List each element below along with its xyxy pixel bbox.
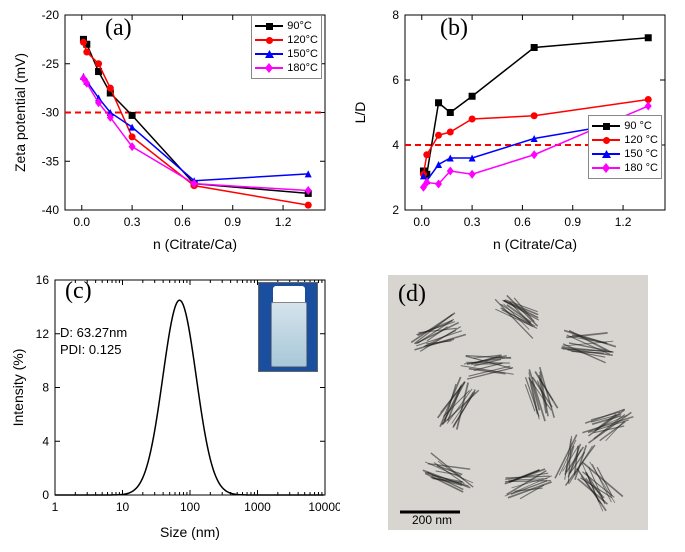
- svg-text:-40: -40: [42, 203, 60, 217]
- panel-c-pdi: PDI: 0.125: [60, 342, 121, 357]
- svg-text:0.3: 0.3: [464, 215, 481, 229]
- svg-text:Zeta potential (mV): Zeta potential (mV): [12, 53, 28, 172]
- svg-text:1.2: 1.2: [615, 215, 632, 229]
- svg-text:1: 1: [52, 500, 59, 514]
- svg-text:0: 0: [42, 488, 49, 502]
- legend-a-2: 150°C: [287, 48, 318, 60]
- svg-text:200 nm: 200 nm: [412, 513, 452, 527]
- legend-b-0: 90 °C: [624, 120, 652, 132]
- svg-text:-20: -20: [42, 8, 60, 22]
- svg-text:10: 10: [116, 500, 130, 514]
- svg-text:0.9: 0.9: [564, 215, 581, 229]
- svg-text:2: 2: [392, 203, 399, 217]
- panel-a: 0.0 0.3 0.6 0.9 1.2 -40 -35 -30 -25 -20 n (Citrate…: [10, 5, 340, 255]
- svg-text:1.2: 1.2: [275, 215, 292, 229]
- legend-b: 90 °C 120 °C 150 °C 180 °C: [588, 115, 662, 179]
- legend-a-3: 180°C: [287, 62, 318, 74]
- svg-text:-35: -35: [42, 154, 60, 168]
- inset-vial-photo: [258, 282, 318, 372]
- svg-text:-30: -30: [42, 106, 60, 120]
- legend-b-2: 150 °C: [624, 148, 658, 160]
- svg-text:100: 100: [180, 500, 200, 514]
- svg-text:0.6: 0.6: [514, 215, 531, 229]
- svg-text:0.3: 0.3: [124, 215, 141, 229]
- panel-c-d: D: 63.27nm: [60, 325, 127, 340]
- panel-a-label: (a): [105, 15, 132, 42]
- legend-a: 90°C 120°C 150°C 180°C: [251, 15, 322, 79]
- svg-text:Intensity (%): Intensity (%): [10, 349, 26, 427]
- tem-d-svg: 200 nm: [388, 275, 648, 530]
- svg-text:1000: 1000: [244, 500, 271, 514]
- svg-text:6: 6: [392, 73, 399, 87]
- svg-text:8: 8: [392, 8, 399, 22]
- legend-b-1: 120 °C: [624, 134, 658, 146]
- panel-d-label: (d): [398, 281, 426, 308]
- svg-text:10000: 10000: [308, 500, 340, 514]
- legend-a-0: 90°C: [287, 20, 312, 32]
- panel-c: 1 10 100 1000 10000 0 4 8 12 16 Size (nm) Intensity…: [10, 270, 340, 545]
- panel-c-label: (c): [65, 278, 92, 305]
- panel-d: 200 nm (d): [388, 275, 648, 530]
- svg-text:0.9: 0.9: [224, 215, 241, 229]
- svg-text:n (Citrate/Ca): n (Citrate/Ca): [493, 236, 577, 252]
- legend-b-3: 180 °C: [624, 162, 658, 174]
- svg-text:0.0: 0.0: [413, 215, 430, 229]
- svg-text:0.0: 0.0: [73, 215, 90, 229]
- svg-text:8: 8: [42, 381, 49, 395]
- svg-text:16: 16: [36, 273, 50, 287]
- svg-text:-25: -25: [42, 57, 60, 71]
- legend-a-1: 120°C: [287, 34, 318, 46]
- svg-text:n (Citrate/Ca): n (Citrate/Ca): [153, 236, 237, 252]
- panel-b-label: (b): [440, 15, 468, 42]
- svg-text:0.6: 0.6: [174, 215, 191, 229]
- svg-text:L/D: L/D: [352, 102, 368, 124]
- svg-text:12: 12: [36, 327, 50, 341]
- svg-text:Size (nm): Size (nm): [160, 524, 220, 540]
- panel-b: 0.0 0.3 0.6 0.9 1.2 2 4 6 8 n (Citrate/Ca) L/D (b)…: [350, 5, 680, 255]
- svg-text:4: 4: [42, 434, 49, 448]
- svg-text:4: 4: [392, 138, 399, 152]
